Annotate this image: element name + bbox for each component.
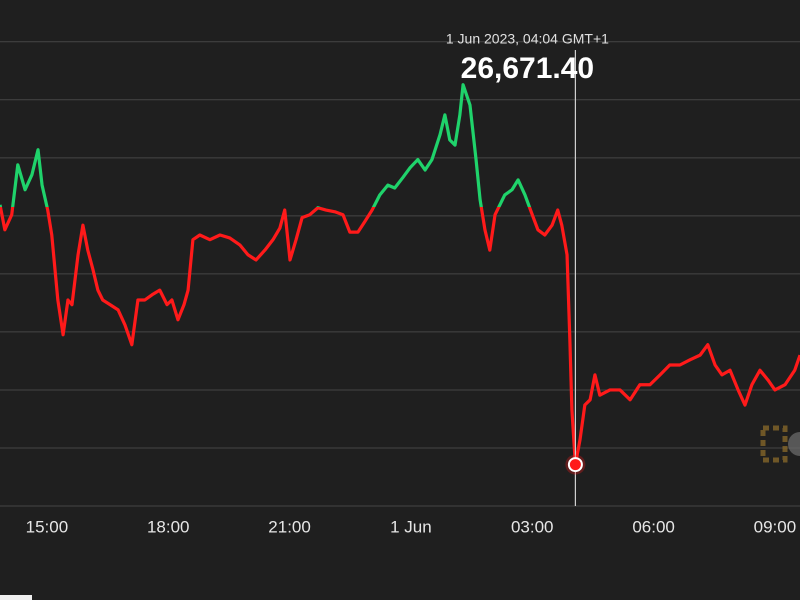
x-tick-label: 09:00 xyxy=(754,517,797,536)
tooltip-value: 26,671.40 xyxy=(461,52,594,85)
x-tick-label: 06:00 xyxy=(632,517,675,536)
corner-tab xyxy=(0,595,32,600)
tooltip-title: 1 Jun 2023, 04:04 GMT+1 xyxy=(446,31,609,47)
x-tick-label: 1 Jun xyxy=(390,517,432,536)
watermark xyxy=(760,425,800,463)
price-line xyxy=(0,83,800,467)
x-tick-label: 21:00 xyxy=(268,517,311,536)
hover-point xyxy=(567,457,583,473)
x-tick-label: 15:00 xyxy=(26,517,69,536)
x-tick-label: 18:00 xyxy=(147,517,190,536)
x-tick-label: 03:00 xyxy=(511,517,554,536)
